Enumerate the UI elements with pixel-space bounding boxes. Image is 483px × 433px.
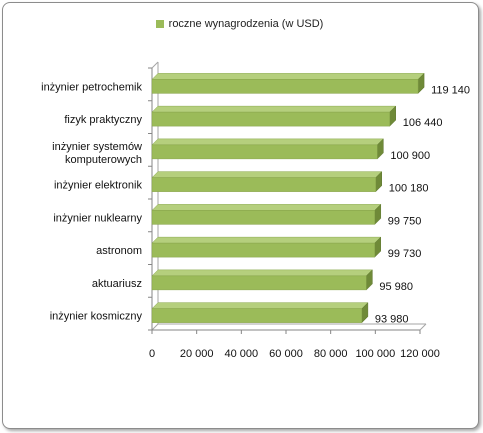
bar-top-face [151,171,383,178]
data-label: 100 180 [389,183,429,195]
x-tick-label: 60 000 [269,348,303,360]
bar-top-face [151,73,425,80]
category-label: inżynier nuklearny [53,212,142,224]
data-label: 99 730 [388,248,422,260]
x-tick-label: 80 000 [314,348,348,360]
bar-top-face [151,105,397,113]
category-label: inżynier elektronik [54,180,143,192]
legend-label: roczne wynagrodzenia (w USD) [168,18,324,30]
bar [151,308,363,323]
bar [151,210,376,225]
category-label: aktuariusz [92,278,142,290]
x-tick-label: 20 000 [180,348,214,360]
category-label: inżynier systemów komputerowych [52,141,142,166]
bar-top-face [151,236,382,244]
data-label: 93 980 [375,314,409,326]
bar [151,242,375,258]
bar-top-face [151,269,373,277]
category-label: inżynier kosmiczny [50,311,143,323]
category-label: astronom [96,245,142,257]
bar-top-face [151,302,369,309]
bottom-depth-edge [151,323,159,331]
floor-right-edge [419,323,427,331]
bar [151,79,419,94]
data-label: 119 140 [431,84,470,96]
x-tick-label: 100 000 [355,348,395,360]
data-label: 95 980 [379,281,413,293]
category-label: inżynier petrochemik [41,81,142,93]
x-tick-label: 120 000 [400,348,440,360]
x-tick-label: 40 000 [225,348,259,360]
top-depth-edge [151,61,159,69]
bar-top-face [151,204,382,211]
bar-top-face [151,138,384,146]
data-label: 106 440 [403,117,443,129]
bar [151,144,378,160]
bar [151,177,376,192]
legend: roczne wynagrodzenia (w USD) [0,18,479,30]
legend-swatch [155,20,164,28]
data-label: 99 750 [388,215,422,227]
category-label: fizyk praktyczny [64,114,142,126]
x-tick-label: 0 [149,348,155,360]
data-label: 100 900 [390,150,430,162]
bar [151,275,367,291]
bar [151,111,390,127]
